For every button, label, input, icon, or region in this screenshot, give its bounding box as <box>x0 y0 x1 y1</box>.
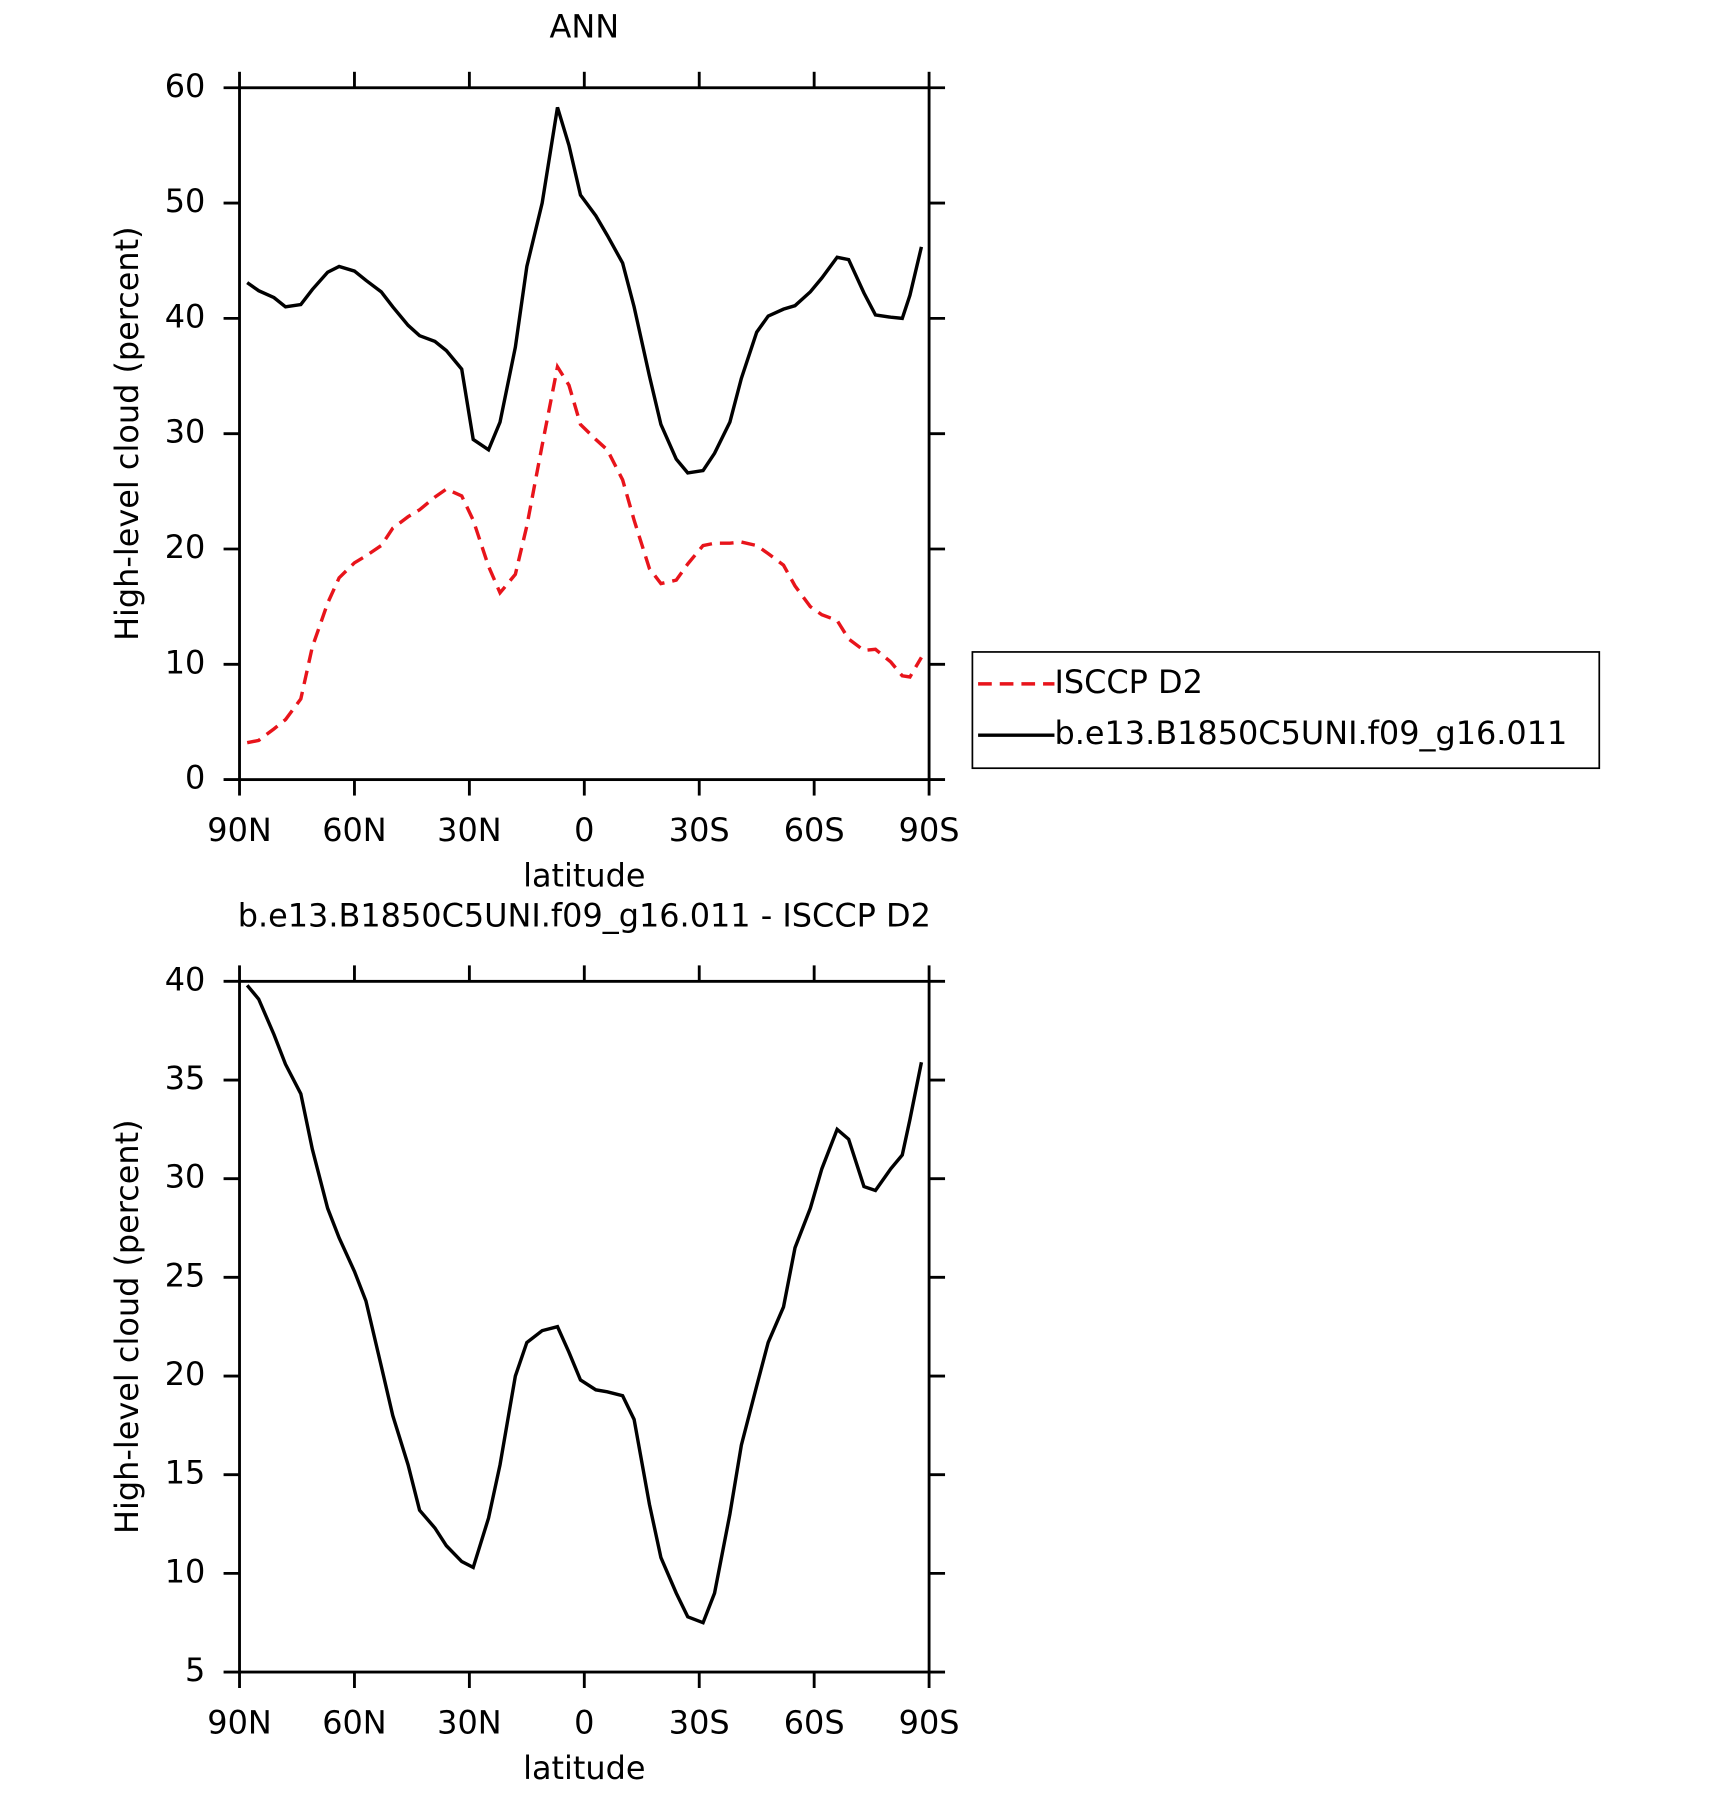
y-tick-label: 25 <box>165 1256 206 1294</box>
y-tick-label: 30 <box>165 413 206 451</box>
y-tick-label: 50 <box>165 182 206 220</box>
y-axis-label: High-level cloud (percent) <box>108 226 146 641</box>
x-axis-label: latitude <box>523 1749 645 1787</box>
x-tick-label: 0 <box>574 1703 594 1741</box>
plot-frame <box>238 979 931 1674</box>
x-tick-label: 30N <box>437 811 501 849</box>
x-tick-label: 60N <box>322 1703 386 1741</box>
y-tick-label: 30 <box>165 1158 206 1196</box>
legend-box <box>971 651 1601 770</box>
x-tick-label: 90N <box>207 1703 271 1741</box>
chart-title: ANN <box>550 7 620 45</box>
y-axis-label: High-level cloud (percent) <box>108 1119 146 1534</box>
x-tick-label: 90N <box>207 811 271 849</box>
x-tick-label: 90S <box>899 1703 960 1741</box>
x-tick-label: 90S <box>899 811 960 849</box>
data-line <box>246 106 924 475</box>
chart-title: b.e13.B1850C5UNI.f09_g16.011 - ISCCP D2 <box>238 897 931 935</box>
y-tick-label: 40 <box>165 960 206 998</box>
y-tick-label: 10 <box>165 643 206 681</box>
legend-label: b.e13.B1850C5UNI.f09_g16.011 <box>1054 714 1567 752</box>
y-tick-label: 10 <box>165 1552 206 1590</box>
data-line <box>245 984 924 1625</box>
plot-frame <box>238 86 931 782</box>
data-line <box>246 362 923 745</box>
y-tick-label: 20 <box>165 528 206 566</box>
x-axis-label: latitude <box>523 857 645 895</box>
x-tick-label: 60S <box>784 811 845 849</box>
y-tick-label: 0 <box>185 759 205 797</box>
x-tick-label: 30S <box>669 811 730 849</box>
y-tick-label: 60 <box>165 67 206 105</box>
y-tick-label: 40 <box>165 297 206 335</box>
y-tick-label: 5 <box>185 1651 205 1689</box>
legend-label: ISCCP D2 <box>1054 663 1202 701</box>
y-tick-label: 15 <box>165 1454 206 1492</box>
x-tick-label: 60S <box>784 1703 845 1741</box>
x-tick-label: 30N <box>437 1703 501 1741</box>
y-tick-label: 35 <box>165 1059 206 1097</box>
x-tick-label: 0 <box>574 811 594 849</box>
y-tick-label: 20 <box>165 1355 206 1393</box>
x-tick-label: 60N <box>322 811 386 849</box>
x-tick-label: 30S <box>669 1703 730 1741</box>
